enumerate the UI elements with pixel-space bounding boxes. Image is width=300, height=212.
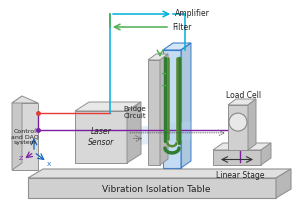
Polygon shape	[163, 43, 191, 50]
Text: X: X	[47, 162, 51, 167]
Polygon shape	[28, 169, 291, 178]
Text: Amplifier: Amplifier	[175, 10, 210, 18]
Polygon shape	[127, 102, 141, 163]
Polygon shape	[248, 99, 256, 150]
Polygon shape	[276, 169, 291, 198]
Polygon shape	[148, 60, 160, 165]
Polygon shape	[28, 178, 276, 198]
Text: Linear Stage: Linear Stage	[216, 170, 264, 180]
Polygon shape	[12, 96, 22, 170]
Polygon shape	[12, 103, 38, 170]
Text: Filter: Filter	[172, 22, 191, 32]
Text: Control
and DAQ
system: Control and DAQ system	[11, 129, 39, 145]
Text: Z: Z	[19, 156, 23, 161]
Polygon shape	[148, 54, 168, 60]
Polygon shape	[261, 143, 271, 165]
Circle shape	[229, 113, 247, 131]
Polygon shape	[163, 50, 181, 168]
Text: Laser
Sensor: Laser Sensor	[88, 127, 114, 147]
Text: Bridge
Circuit: Bridge Circuit	[123, 106, 146, 119]
Text: Load Cell: Load Cell	[226, 91, 262, 99]
Polygon shape	[75, 102, 141, 111]
Polygon shape	[213, 143, 271, 150]
Polygon shape	[75, 111, 127, 163]
Polygon shape	[12, 96, 38, 103]
Text: Y: Y	[35, 128, 39, 133]
Polygon shape	[181, 43, 191, 168]
Polygon shape	[141, 121, 191, 145]
Text: Vibration Isolation Table: Vibration Isolation Table	[102, 184, 210, 194]
Polygon shape	[160, 54, 168, 165]
Polygon shape	[228, 99, 256, 105]
Polygon shape	[228, 105, 248, 150]
Polygon shape	[213, 150, 261, 165]
